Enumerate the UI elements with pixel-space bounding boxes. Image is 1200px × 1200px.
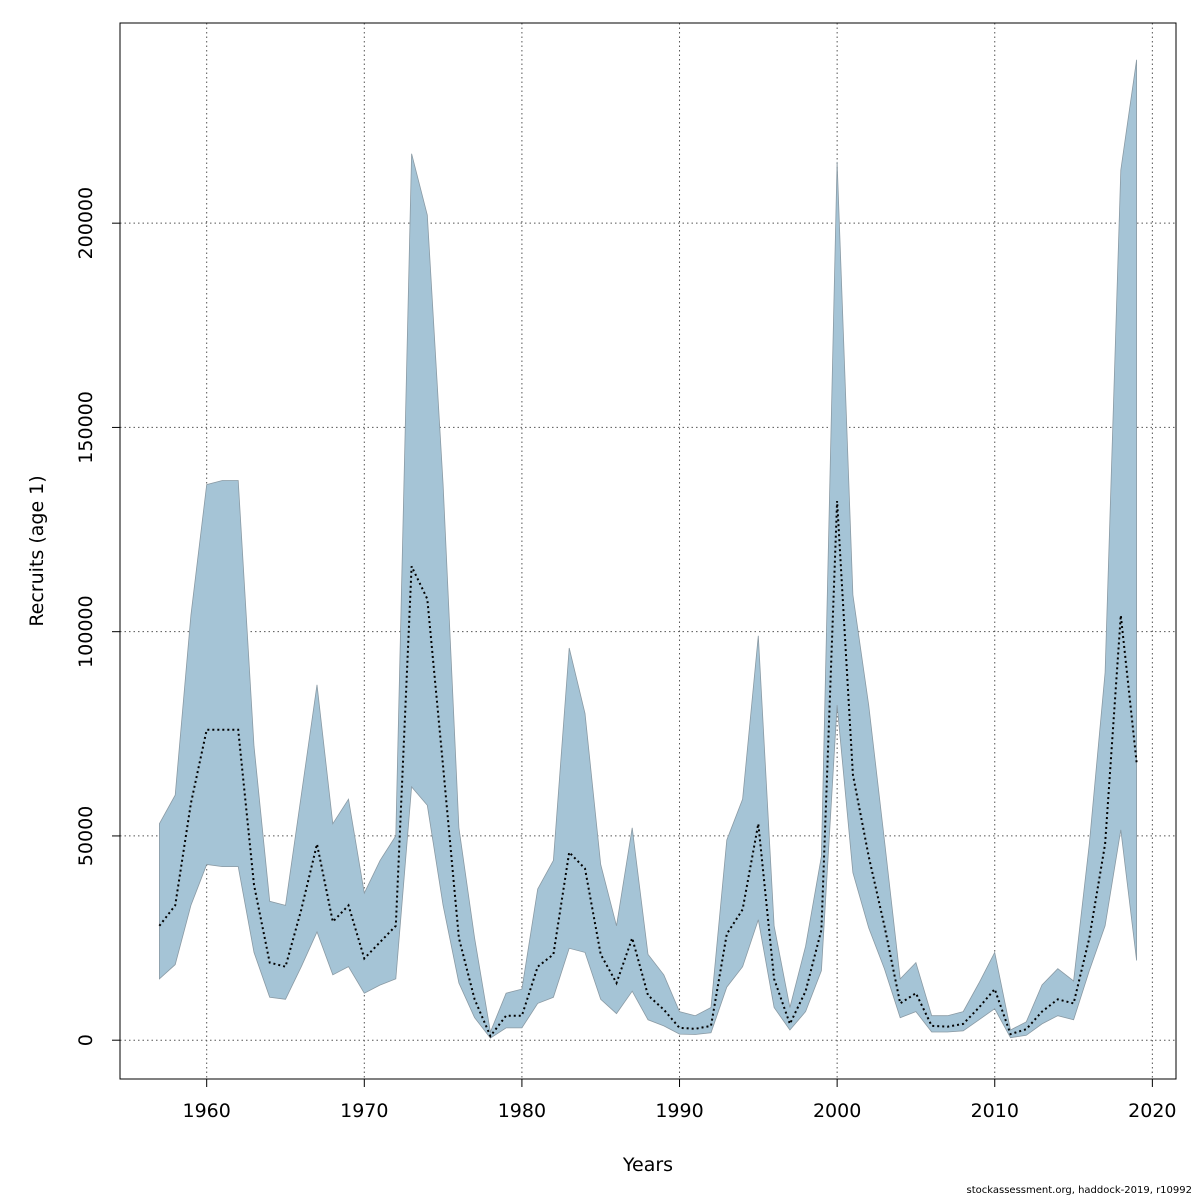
- x-axis-title: Years: [622, 1154, 673, 1176]
- y-tick-label: 0: [75, 1034, 97, 1046]
- plot-frame: [119, 22, 1177, 1080]
- y-axis: 0 50000 100000 150000 200000: [75, 187, 120, 1046]
- x-tick-label: 1990: [655, 1100, 703, 1122]
- y-tick-label: 100000: [75, 595, 97, 668]
- x-tick-label: 2000: [813, 1100, 861, 1122]
- y-tick-label: 50000: [75, 806, 97, 866]
- x-tick-label: 2010: [971, 1100, 1019, 1122]
- estimate-line: [158, 500, 1138, 1039]
- x-tick-label: 1980: [498, 1100, 546, 1122]
- confidence-band: [159, 59, 1137, 1039]
- x-tick-label: 1960: [183, 1100, 231, 1122]
- y-axis-title: Recruits (age 1): [26, 475, 48, 626]
- x-tick-label: 2020: [1128, 1100, 1176, 1122]
- x-tick-label: 1970: [340, 1100, 388, 1122]
- source-credit: stockassessment.org, haddock-2019, r1099…: [966, 1185, 1192, 1196]
- y-tick-label: 150000: [75, 391, 97, 464]
- x-axis: 1960 1970 1980 1990 2000 2010 2020: [183, 1079, 1177, 1122]
- y-tick-label: 200000: [75, 187, 97, 260]
